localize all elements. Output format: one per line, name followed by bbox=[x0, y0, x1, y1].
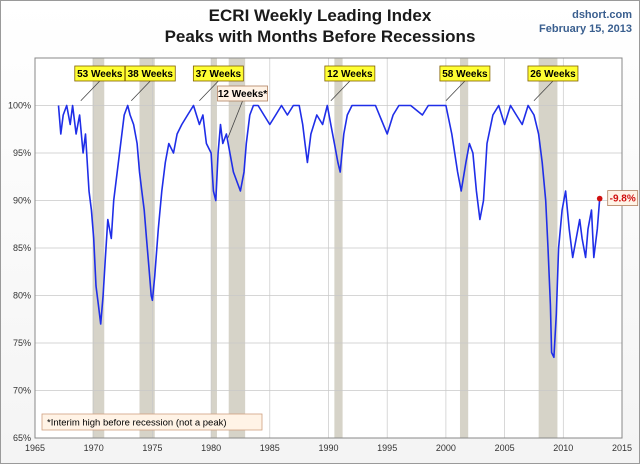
annotation-label: 12 Weeks bbox=[327, 69, 373, 80]
annotation-label: 12 Weeks* bbox=[218, 89, 267, 100]
x-tick-label: 1995 bbox=[377, 443, 397, 453]
footnote-box bbox=[41, 413, 263, 431]
x-tick-label: 1990 bbox=[318, 443, 338, 453]
y-tick-label: 85% bbox=[13, 243, 31, 253]
annotation-leader bbox=[199, 80, 219, 102]
annotation-leader bbox=[130, 80, 151, 102]
annotation-box bbox=[439, 65, 491, 82]
source-block: dshort.com February 15, 2013 bbox=[539, 8, 632, 36]
annotation-leader bbox=[533, 80, 554, 102]
y-tick-label: 65% bbox=[13, 433, 31, 443]
plot-area bbox=[34, 57, 623, 439]
date-label: February 15, 2013 bbox=[539, 23, 632, 35]
annotation-label: 58 Weeks bbox=[442, 69, 488, 80]
chart-title-line1: ECRI Weekly Leading Index bbox=[208, 6, 432, 25]
annotation-leader bbox=[445, 80, 466, 102]
x-tick-label: 1970 bbox=[84, 443, 104, 453]
annotation-leader bbox=[227, 100, 243, 139]
final-point-group: -9.8% bbox=[596, 190, 639, 207]
annotations: 53 Weeks 38 Weeks 37 Weeks 12 Weeks* 12 Week… bbox=[74, 65, 579, 139]
annotation-box bbox=[74, 65, 126, 82]
annotation-label: 38 Weeks bbox=[128, 69, 174, 80]
final-point-marker bbox=[596, 195, 603, 202]
axis-ticks: 1965 1970 1975 1980 1985 1990 1995 2000 2005 2010… bbox=[8, 101, 632, 454]
y-tick-label: 100% bbox=[8, 101, 31, 111]
source-label: dshort.com bbox=[572, 9, 632, 21]
annotation-box bbox=[324, 65, 376, 82]
x-tick-label: 1975 bbox=[142, 443, 162, 453]
annotation-leader bbox=[80, 80, 101, 102]
x-tick-label: 1980 bbox=[201, 443, 221, 453]
annotation-label: 53 Weeks bbox=[77, 69, 123, 80]
final-point-label: -9.8% bbox=[610, 194, 636, 205]
y-tick-label: 90% bbox=[13, 196, 31, 206]
y-tick-label: 80% bbox=[13, 291, 31, 301]
x-tick-label: 2015 bbox=[612, 443, 632, 453]
x-tick-label: 2005 bbox=[495, 443, 515, 453]
y-tick-label: 95% bbox=[13, 148, 31, 158]
final-point-box bbox=[607, 190, 639, 207]
x-tick-label: 1985 bbox=[260, 443, 280, 453]
x-tick-label: 2010 bbox=[553, 443, 573, 453]
series-line bbox=[57, 104, 601, 359]
footnote-text: *Interim high before recession (not a pe… bbox=[47, 418, 227, 429]
annotation-label: 26 Weeks bbox=[530, 69, 576, 80]
footnote-group: *Interim high before recession (not a pe… bbox=[41, 413, 263, 431]
y-tick-label: 70% bbox=[13, 386, 31, 396]
annotation-box bbox=[527, 65, 579, 82]
y-tick-label: 75% bbox=[13, 338, 31, 348]
chart-title-line2: Peaks with Months Before Recessions bbox=[164, 27, 476, 46]
x-tick-label: 1965 bbox=[25, 443, 45, 453]
series-lines bbox=[57, 104, 601, 359]
annotation-box bbox=[192, 65, 244, 82]
annotation-box bbox=[217, 85, 268, 102]
x-tick-label: 2000 bbox=[436, 443, 456, 453]
annotation-label: 37 Weeks bbox=[196, 69, 242, 80]
annotation-box bbox=[124, 65, 176, 82]
annotation-leader bbox=[330, 80, 351, 102]
